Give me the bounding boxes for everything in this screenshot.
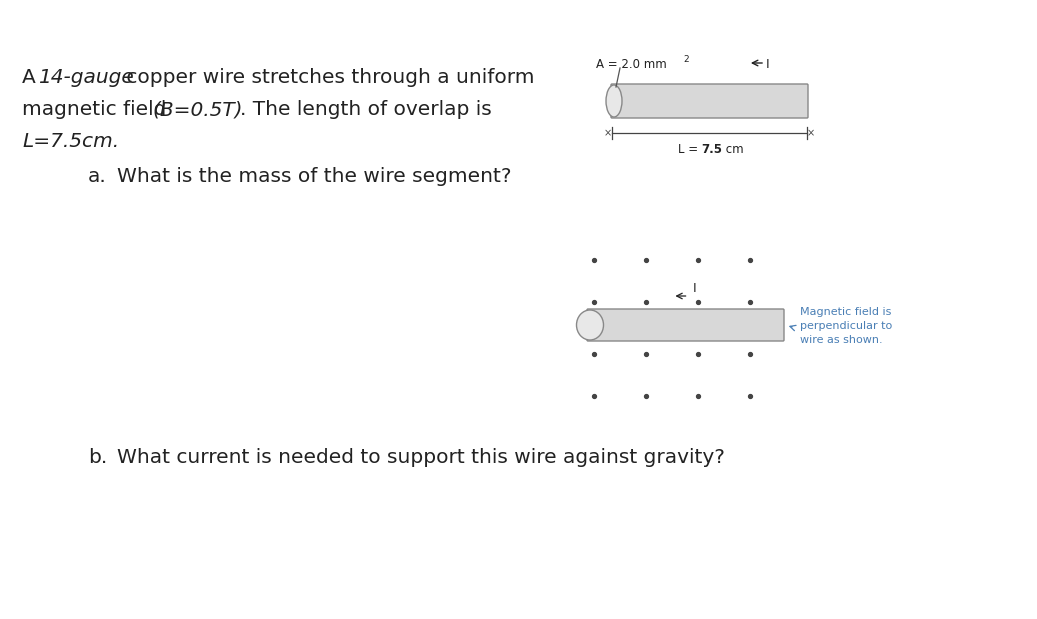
Text: 7.5: 7.5 <box>701 143 723 156</box>
Ellipse shape <box>606 85 622 117</box>
Text: (B=0.5T): (B=0.5T) <box>152 100 243 119</box>
Text: 14-gauge: 14-gauge <box>38 68 134 87</box>
Text: ×: × <box>807 128 815 138</box>
Ellipse shape <box>577 310 604 340</box>
Text: A: A <box>22 68 43 87</box>
Text: I: I <box>693 282 696 295</box>
Text: . The length of overlap is: . The length of overlap is <box>240 100 492 119</box>
Text: 2: 2 <box>683 55 689 64</box>
Text: A = 2.0 mm: A = 2.0 mm <box>596 58 667 71</box>
Text: L =: L = <box>677 143 701 156</box>
Text: What is the mass of the wire segment?: What is the mass of the wire segment? <box>117 167 511 186</box>
Text: a.: a. <box>88 167 107 186</box>
Text: I: I <box>766 58 769 71</box>
Text: cm: cm <box>722 143 744 156</box>
Text: magnetic field: magnetic field <box>22 100 173 119</box>
Text: Magnetic field is
perpendicular to
wire as shown.: Magnetic field is perpendicular to wire … <box>800 307 892 345</box>
Text: b.: b. <box>88 448 107 467</box>
Text: What current is needed to support this wire against gravity?: What current is needed to support this w… <box>117 448 725 467</box>
Text: L=7.5cm.: L=7.5cm. <box>22 132 119 151</box>
FancyBboxPatch shape <box>611 84 808 118</box>
Text: ×: × <box>604 128 612 138</box>
FancyBboxPatch shape <box>587 309 784 341</box>
Text: copper wire stretches through a uniform: copper wire stretches through a uniform <box>120 68 534 87</box>
